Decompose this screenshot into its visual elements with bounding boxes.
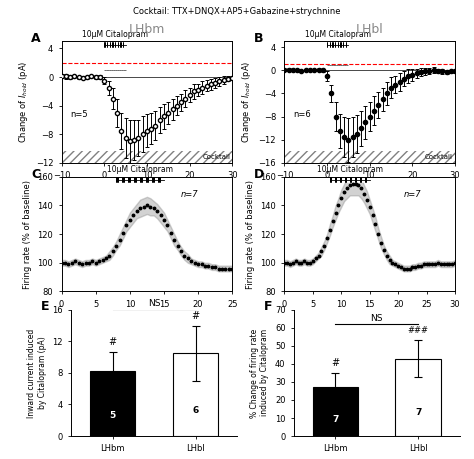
X-axis label: Time (min): Time (min) [122, 186, 172, 195]
Text: n=6: n=6 [293, 110, 310, 119]
Y-axis label: Firing rate (% of baseline): Firing rate (% of baseline) [246, 179, 255, 289]
X-axis label: Time (min): Time (min) [345, 314, 394, 323]
Text: C: C [31, 168, 40, 180]
Text: 10μM Citalopram: 10μM Citalopram [82, 30, 148, 39]
Bar [90, 371, 136, 436]
Y-axis label: Change of $I_{hold}$ (pA): Change of $I_{hold}$ (pA) [17, 61, 30, 143]
Text: Cocktail: Cocktail [425, 154, 453, 160]
Bar [173, 353, 219, 436]
Text: Cocktail: TTX+DNQX+AP5+Gabazine+strychnine: Cocktail: TTX+DNQX+AP5+Gabazine+strychni… [133, 7, 341, 16]
Text: B: B [254, 32, 263, 45]
Bar [395, 358, 441, 436]
Text: n=5: n=5 [70, 110, 88, 119]
X-axis label: Time (min): Time (min) [122, 314, 172, 323]
Text: #: # [191, 311, 200, 320]
Text: D: D [254, 168, 264, 180]
Bar [312, 387, 358, 436]
Text: 10μM Citalopram: 10μM Citalopram [317, 165, 383, 174]
Y-axis label: Firing rate (% of baseline): Firing rate (% of baseline) [23, 179, 32, 289]
Text: 10μM Citalopram: 10μM Citalopram [305, 30, 371, 39]
Y-axis label: Change of $I_{hold}$ (pA): Change of $I_{hold}$ (pA) [240, 61, 253, 143]
Text: #: # [331, 358, 339, 368]
Text: n=7: n=7 [181, 190, 199, 199]
Text: Cocktail: Cocktail [202, 154, 230, 160]
Text: LHbl: LHbl [356, 23, 383, 36]
Text: ###: ### [408, 326, 429, 336]
Text: 10μM Citalopram: 10μM Citalopram [107, 165, 173, 174]
Text: E: E [41, 300, 50, 313]
Y-axis label: Inward current induced
by Citalopram (pA): Inward current induced by Citalopram (pA… [27, 328, 46, 418]
Text: 7: 7 [332, 415, 338, 424]
Y-axis label: % Change of firing rate
induced by Citalopram: % Change of firing rate induced by Cital… [250, 328, 269, 418]
Text: n=7: n=7 [404, 190, 421, 199]
Text: 7: 7 [415, 408, 421, 417]
Text: NS: NS [371, 314, 383, 323]
X-axis label: Time(min): Time(min) [346, 186, 393, 195]
Text: #: # [109, 336, 117, 347]
Text: LHbm: LHbm [129, 23, 165, 36]
Text: NS: NS [148, 299, 160, 308]
Text: A: A [31, 32, 41, 45]
Text: F: F [264, 300, 273, 313]
Text: 6: 6 [192, 406, 199, 415]
Text: 5: 5 [109, 411, 116, 420]
